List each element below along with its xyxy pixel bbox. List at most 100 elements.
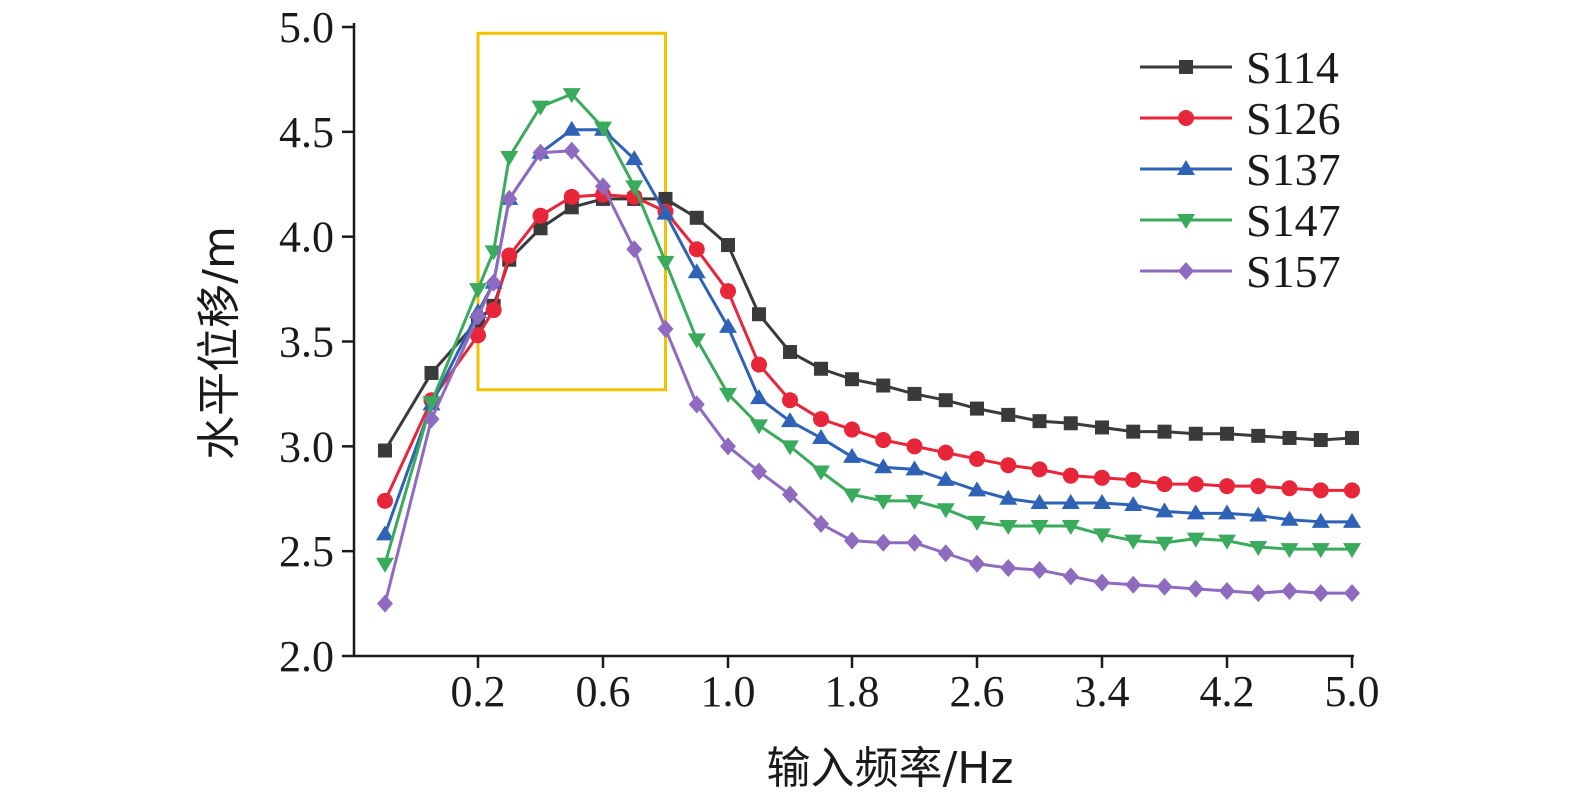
data-point [1031, 561, 1048, 580]
data-point [1311, 512, 1330, 528]
data-point [1219, 582, 1235, 601]
data-point [719, 317, 737, 333]
data-point [1126, 424, 1141, 439]
data-point [470, 327, 486, 344]
data-point [688, 395, 705, 414]
y-tick-label: 2.5 [279, 527, 334, 576]
data-point [876, 378, 891, 393]
data-point [1218, 534, 1236, 550]
data-point [1282, 430, 1297, 445]
data-point [1124, 496, 1143, 512]
data-point [470, 307, 486, 326]
data-point [1000, 558, 1017, 577]
y-tick-label: 3.0 [279, 422, 334, 471]
data-point [1030, 520, 1049, 536]
x-tick-label: 1.8 [825, 667, 880, 716]
legend-label: S147 [1246, 195, 1341, 246]
data-point [1312, 584, 1329, 603]
data-point [813, 411, 829, 428]
data-point [1031, 461, 1048, 478]
data-point [1157, 424, 1172, 439]
data-point [1094, 469, 1110, 486]
data-point [1032, 414, 1047, 429]
legend-marker [1178, 110, 1194, 126]
data-point [968, 515, 986, 531]
data-point [968, 481, 986, 497]
data-point [752, 307, 766, 322]
data-point [501, 247, 518, 264]
x-tick-label: 2.6 [950, 667, 1005, 716]
data-point [1124, 534, 1143, 550]
y-tick-label: 4.5 [279, 108, 334, 157]
data-point [719, 387, 737, 403]
y-tick-label: 5.0 [279, 3, 334, 52]
data-point [485, 302, 502, 319]
data-point [938, 393, 953, 408]
data-point [626, 240, 643, 259]
data-point [594, 121, 612, 137]
data-point [1313, 433, 1328, 448]
series-s147 [376, 88, 1361, 573]
data-point [1125, 471, 1142, 488]
data-point [1312, 482, 1329, 499]
data-point [783, 344, 797, 359]
data-point [782, 392, 798, 409]
series-line [383, 128, 1352, 535]
data-point [1344, 482, 1360, 499]
legend-label: S114 [1246, 42, 1339, 93]
legend-item-s137: S137 [1140, 144, 1341, 195]
data-point [1093, 528, 1111, 544]
series-s157 [377, 141, 1360, 613]
data-point [812, 465, 830, 481]
data-point [844, 531, 860, 550]
data-point [532, 207, 549, 224]
data-point [874, 458, 893, 474]
legend-item-s114: S114 [1140, 42, 1339, 93]
data-point [563, 188, 580, 205]
data-point [378, 443, 392, 458]
y-tick-label: 2.0 [279, 632, 334, 681]
data-point [376, 525, 394, 541]
data-point [782, 485, 798, 504]
data-point [1186, 504, 1205, 520]
data-point [658, 191, 673, 206]
data-point [422, 396, 441, 412]
data-point [969, 554, 985, 573]
data-point [1001, 407, 1016, 422]
data-point [377, 492, 393, 509]
data-point [970, 401, 984, 416]
data-point [751, 462, 767, 481]
data-point [1125, 575, 1142, 594]
data-point [1155, 502, 1174, 518]
legend-label: S126 [1246, 93, 1341, 144]
data-point [1061, 520, 1080, 536]
data-point [999, 520, 1018, 536]
data-point [485, 273, 502, 292]
data-point [905, 460, 924, 476]
data-point [843, 488, 861, 504]
data-point [1344, 584, 1360, 603]
y-tick-label: 3.5 [279, 318, 334, 367]
data-point [484, 245, 503, 261]
data-point [376, 557, 394, 573]
data-point [562, 88, 581, 104]
x-tick-label: 1.0 [701, 667, 756, 716]
data-point [875, 432, 892, 449]
data-point [625, 180, 644, 196]
data-point [875, 533, 892, 552]
data-point [1251, 428, 1266, 443]
data-point [1281, 480, 1298, 497]
series-s114 [378, 191, 1359, 458]
data-point [721, 238, 735, 253]
data-point [687, 263, 706, 279]
legend-item-s147: S147 [1140, 195, 1341, 246]
data-point [595, 177, 611, 196]
legend-label: S137 [1246, 144, 1341, 195]
data-point [1220, 426, 1234, 441]
series-layer [376, 88, 1361, 613]
data-point [814, 361, 828, 376]
x-tick-label: 0.2 [451, 667, 506, 716]
x-tick-label: 4.2 [1200, 667, 1255, 716]
data-point [1219, 478, 1235, 495]
